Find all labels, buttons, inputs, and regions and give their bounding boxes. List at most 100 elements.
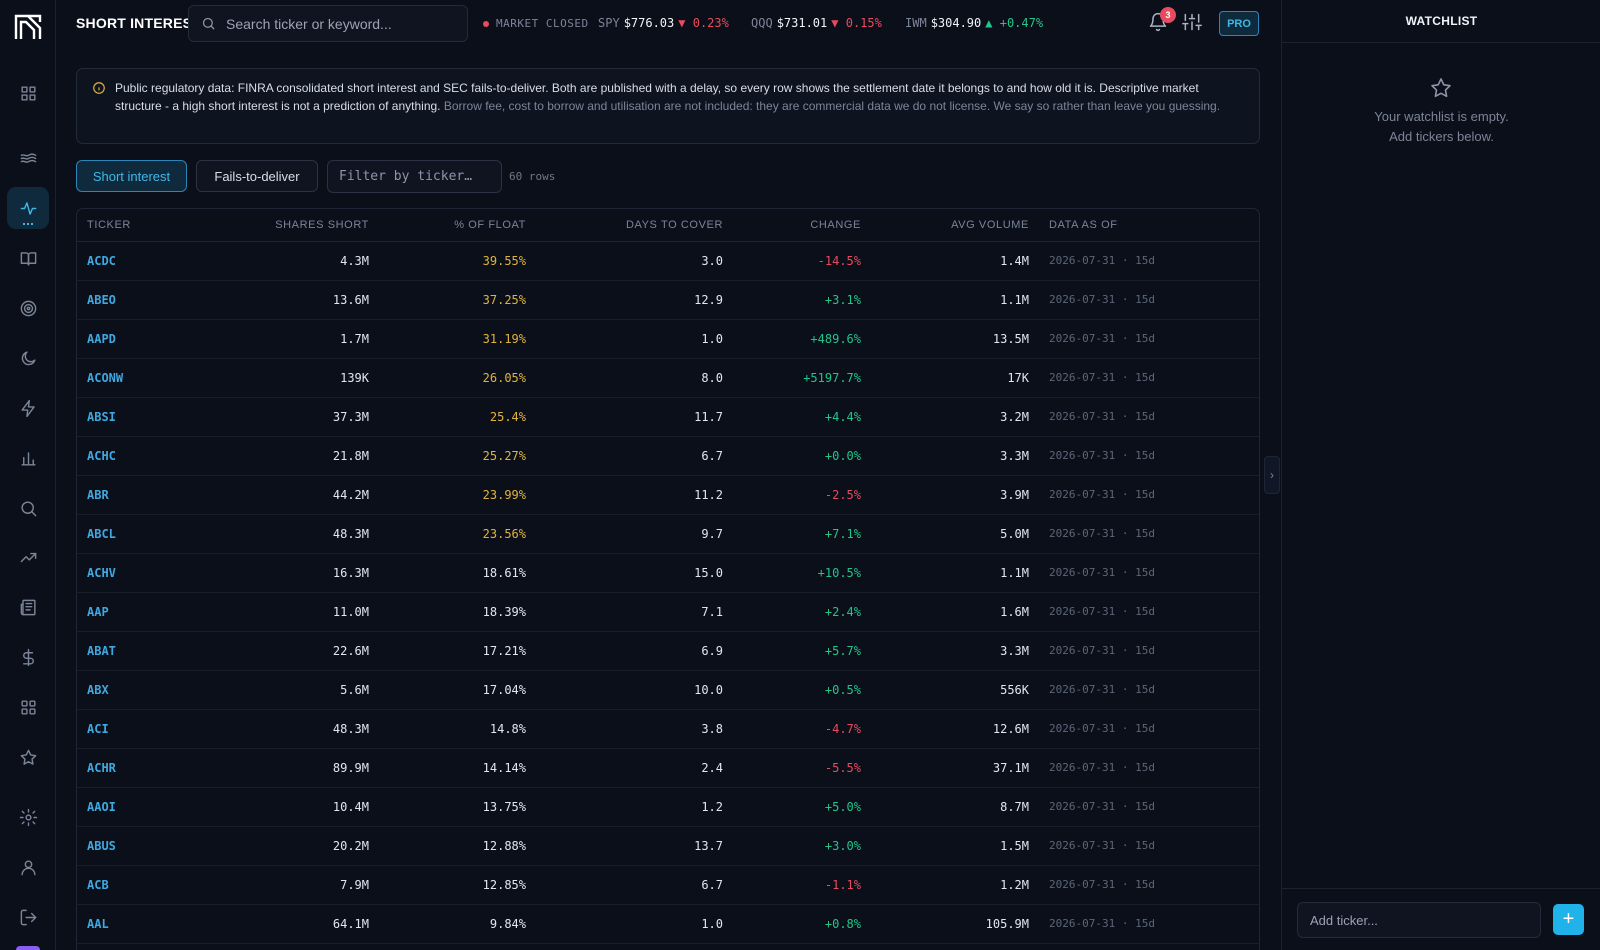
cell-ticker[interactable]: AAL bbox=[77, 904, 217, 944]
avatar[interactable] bbox=[16, 946, 40, 950]
gear-icon bbox=[19, 808, 37, 826]
table-row[interactable]: ACB 7.9M 12.85% 6.7 -1.1% 1.2M 2026-07-31 · 15… bbox=[77, 865, 1259, 905]
nav-logout[interactable] bbox=[7, 896, 49, 938]
brand-logo[interactable] bbox=[14, 13, 42, 41]
status-dot bbox=[483, 20, 489, 27]
nav-pricing[interactable] bbox=[7, 636, 49, 678]
cell-days-to-cover: 6.7 bbox=[526, 865, 723, 905]
nav-news[interactable] bbox=[7, 586, 49, 628]
cell-pct-float: 31.19% bbox=[369, 319, 526, 359]
table-row[interactable]: AAL 64.1M 9.84% 1.0 +0.8% 105.9M 2026-07-31 · … bbox=[77, 904, 1259, 944]
cell-avg-volume: 3.9M bbox=[861, 475, 1029, 515]
column-header-ticker[interactable]: TICKER bbox=[77, 209, 217, 242]
cell-ticker[interactable]: ABCL bbox=[77, 514, 217, 554]
cell-shares-short: 64.1M bbox=[217, 904, 369, 944]
cell-ticker[interactable]: ACHV bbox=[77, 553, 217, 593]
search-input[interactable] bbox=[226, 15, 456, 32]
cell-days-to-cover: 9.7 bbox=[526, 514, 723, 554]
column-header-data-as-of[interactable]: DATA AS OF bbox=[1029, 209, 1259, 242]
tab-fails-to-deliver[interactable]: Fails-to-deliver bbox=[196, 160, 318, 192]
table-row[interactable]: ACHR 89.9M 14.14% 2.4 -5.5% 37.1M 2026-07-31 ·… bbox=[77, 748, 1259, 788]
cell-data-as-of: 2026-07-31 · 15d bbox=[1029, 592, 1259, 632]
table-row[interactable]: ABUS 20.2M 12.88% 13.7 +3.0% 1.5M 2026-07-31 ·… bbox=[77, 826, 1259, 866]
column-header-days-to-cover[interactable]: DAYS TO COVER bbox=[526, 209, 723, 242]
cell-ticker[interactable]: ABUS bbox=[77, 826, 217, 866]
nav-flow[interactable] bbox=[7, 137, 49, 179]
cell-ticker[interactable]: ABR bbox=[77, 475, 217, 515]
book-icon bbox=[20, 251, 36, 266]
cell-shares-short: 22.6M bbox=[217, 631, 369, 671]
nav-dashboard[interactable] bbox=[7, 72, 49, 114]
cell-ticker[interactable]: ABAT bbox=[77, 631, 217, 671]
cell-ticker[interactable]: AAP bbox=[77, 592, 217, 632]
cell-ticker[interactable]: ABEO bbox=[77, 280, 217, 320]
nav-targets[interactable] bbox=[7, 287, 49, 329]
watchlist-panel: WATCHLIST Your watchlist is empty. Add t… bbox=[1281, 0, 1600, 950]
table-row[interactable]: ACDC 4.3M 39.55% 3.0 -14.5% 1.4M 2026-07-31 · … bbox=[77, 241, 1259, 281]
table-row[interactable]: ACHV 16.3M 18.61% 15.0 +10.5% 1.1M 2026-07-31 … bbox=[77, 553, 1259, 593]
cell-days-to-cover: 2.4 bbox=[526, 748, 723, 788]
cell-data-as-of: 2026-07-31 · 15d bbox=[1029, 553, 1259, 593]
cell-ticker[interactable]: ABX bbox=[77, 670, 217, 710]
table-row[interactable]: AAPD 1.7M 31.19% 1.0 +489.6% 13.5M 2026-07-31 … bbox=[77, 319, 1259, 359]
column-header-pct-float[interactable]: % OF FLOAT bbox=[369, 209, 526, 242]
nav-short-interest[interactable] bbox=[7, 187, 49, 229]
add-ticker-input[interactable] bbox=[1297, 902, 1541, 938]
cell-shares-short: 1.7M bbox=[217, 319, 369, 359]
cell-ticker[interactable]: ACB bbox=[77, 865, 217, 905]
pro-badge[interactable]: PRO bbox=[1219, 11, 1259, 36]
table-row[interactable]: ACI 48.3M 14.8% 3.8 -4.7% 12.6M 2026-07-31 · 1… bbox=[77, 709, 1259, 749]
nav-favorites[interactable] bbox=[7, 736, 49, 778]
cell-ticker[interactable]: ACDC bbox=[77, 241, 217, 281]
nav-trends[interactable] bbox=[7, 536, 49, 578]
nav-search[interactable] bbox=[7, 487, 49, 529]
cell-ticker[interactable]: ABSI bbox=[77, 397, 217, 437]
column-header-change[interactable]: CHANGE bbox=[723, 209, 861, 242]
table-row[interactable]: ACHC 21.8M 25.27% 6.7 +0.0% 3.3M 2026-07-31 · … bbox=[77, 436, 1259, 476]
ticker-filter-input[interactable] bbox=[327, 160, 502, 193]
nav-learn[interactable] bbox=[7, 237, 49, 279]
activity-icon bbox=[20, 201, 36, 215]
table-row[interactable]: ACONW 139K 26.05% 8.0 +5197.7% 17K 2026-07-31 … bbox=[77, 358, 1259, 398]
data-disclaimer: Public regulatory data: FINRA consolidat… bbox=[76, 68, 1260, 144]
table-row[interactable]: ABX 5.6M 17.04% 10.0 +0.5% 556K 2026-07-31 · 1… bbox=[77, 670, 1259, 710]
ticker-change: ▼ 0.23% bbox=[678, 16, 729, 30]
search-box[interactable] bbox=[188, 5, 468, 42]
watchlist-empty-hint: Add tickers below. bbox=[1389, 129, 1494, 144]
cell-avg-volume: 17K bbox=[861, 358, 1029, 398]
cell-ticker[interactable]: AAPD bbox=[77, 319, 217, 359]
nav-settings[interactable] bbox=[7, 796, 49, 838]
cell-pct-float: 37.25% bbox=[369, 280, 526, 320]
cell-ticker[interactable]: ACHC bbox=[77, 436, 217, 476]
cell-ticker[interactable]: ACI bbox=[77, 709, 217, 749]
nav-profile[interactable] bbox=[7, 846, 49, 888]
settings-sliders-button[interactable] bbox=[1182, 12, 1204, 34]
table-row[interactable]: AAP 11.0M 18.39% 7.1 +2.4% 1.6M 2026-07-31 · 1… bbox=[77, 592, 1259, 632]
nav-alerts[interactable] bbox=[7, 387, 49, 429]
cell-ticker[interactable]: ACHR bbox=[77, 748, 217, 788]
notifications-button[interactable]: 3 bbox=[1148, 7, 1176, 34]
table-row[interactable]: ABAT 22.6M 17.21% 6.9 +5.7% 3.3M 2026-07-31 · … bbox=[77, 631, 1259, 671]
ticker-change: ▲ +0.47% bbox=[985, 16, 1044, 30]
ticker-qqq[interactable]: QQQ $731.01 ▼ 0.15% bbox=[751, 16, 882, 30]
nav-overnight[interactable] bbox=[7, 337, 49, 379]
nav-apps[interactable] bbox=[7, 686, 49, 728]
cell-change: -1.1% bbox=[723, 865, 861, 905]
add-ticker-button[interactable]: + bbox=[1553, 904, 1584, 935]
tab-short-interest[interactable]: Short interest bbox=[76, 160, 187, 192]
cell-ticker[interactable]: ACONW bbox=[77, 358, 217, 398]
ticker-iwm[interactable]: IWM $304.90 ▲ +0.47% bbox=[905, 16, 1043, 30]
table-row[interactable]: ABCL 48.3M 23.56% 9.7 +7.1% 5.0M 2026-07-31 · … bbox=[77, 514, 1259, 554]
table-row[interactable]: AAOI 10.4M 13.75% 1.2 +5.0% 8.7M 2026-07-31 · … bbox=[77, 787, 1259, 827]
cell-days-to-cover: 1.2 bbox=[526, 787, 723, 827]
collapse-panel-button[interactable]: › bbox=[1264, 456, 1280, 494]
table-row[interactable]: ABSI 37.3M 25.4% 11.7 +4.4% 3.2M 2026-07-31 · … bbox=[77, 397, 1259, 437]
table-row[interactable]: ABEO 13.6M 37.25% 12.9 +3.1% 1.1M 2026-07-31 ·… bbox=[77, 280, 1259, 320]
table-row[interactable]: ABR 44.2M 23.99% 11.2 -2.5% 3.9M 2026-07-31 · … bbox=[77, 475, 1259, 515]
column-header-avg-volume[interactable]: AVG VOLUME bbox=[861, 209, 1029, 242]
column-header-shares-short[interactable]: SHARES SHORT bbox=[217, 209, 369, 242]
cell-avg-volume: 1.6M bbox=[861, 592, 1029, 632]
cell-ticker[interactable]: AAOI bbox=[77, 787, 217, 827]
ticker-spy[interactable]: SPY $776.03 ▼ 0.23% bbox=[598, 16, 729, 30]
nav-charts[interactable] bbox=[7, 437, 49, 479]
